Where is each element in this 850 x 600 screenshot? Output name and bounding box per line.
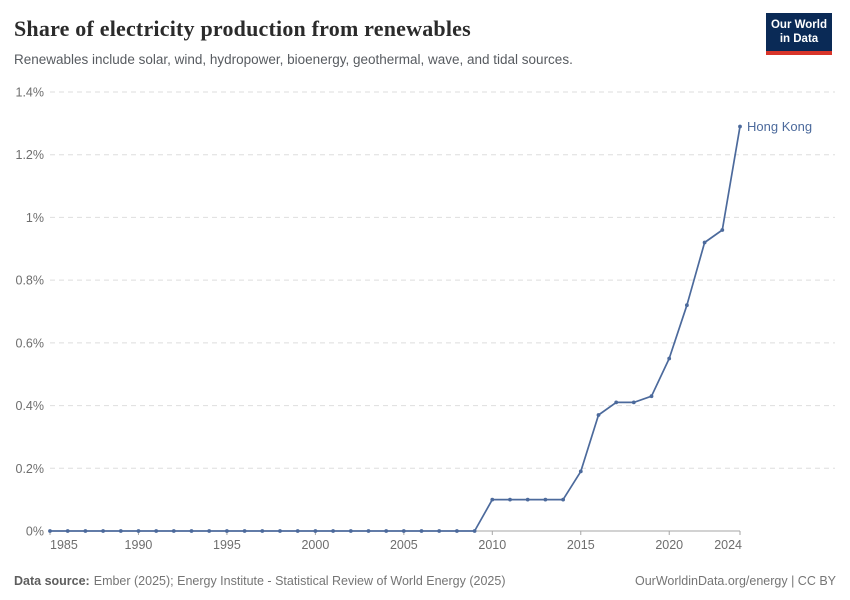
x-tick-label: 2000 xyxy=(301,538,329,552)
data-point[interactable] xyxy=(738,124,742,129)
series-end-label[interactable]: Hong Kong xyxy=(747,119,812,134)
data-point[interactable] xyxy=(401,529,406,533)
line-chart[interactable]: 0% 0.2% 0.4% 0.6% 0.8% 1% 1.2% 1.4% 1985 1990 1995… xyxy=(0,85,850,560)
owid-footer-link[interactable]: OurWorldinData.org/energy | CC BY xyxy=(634,574,836,588)
x-tick-label: 2020 xyxy=(655,538,683,552)
x-tick-label: 2010 xyxy=(478,538,506,552)
data-point[interactable] xyxy=(313,529,318,533)
owid-logo-line2: in Data xyxy=(779,33,819,46)
data-point[interactable] xyxy=(101,529,105,533)
data-point[interactable] xyxy=(366,529,371,533)
y-tick-label: 1% xyxy=(26,211,44,225)
data-point[interactable] xyxy=(207,529,212,533)
data-point[interactable] xyxy=(472,529,477,533)
data-point[interactable] xyxy=(154,529,159,533)
y-tick-label: 1.4% xyxy=(16,86,45,100)
data-point[interactable] xyxy=(508,497,512,502)
data-point[interactable] xyxy=(348,529,353,533)
data-point[interactable] xyxy=(118,529,123,533)
x-tick-label: 2024 xyxy=(714,538,742,552)
data-point[interactable] xyxy=(171,529,176,533)
data-point[interactable] xyxy=(225,529,229,533)
data-point[interactable] xyxy=(525,497,530,502)
data-point[interactable] xyxy=(295,529,300,533)
data-point[interactable] xyxy=(685,303,689,308)
data-point[interactable] xyxy=(596,413,601,417)
x-tick-label: 1990 xyxy=(125,538,153,552)
y-tick-label: 0.4% xyxy=(16,399,45,413)
y-tick-label: 1.2% xyxy=(16,148,45,162)
y-tick-label: 0.2% xyxy=(16,462,45,476)
data-point[interactable] xyxy=(490,497,495,502)
data-point[interactable] xyxy=(702,240,707,245)
owid-logo-line1: Our World xyxy=(770,19,827,31)
data-point[interactable] xyxy=(136,529,141,533)
data-source-text: Ember (2025); Energy Institute - Statist… xyxy=(93,574,506,588)
y-tick-label: 0.8% xyxy=(16,274,45,288)
owid-logo[interactable]: Our World in Data xyxy=(766,13,832,55)
data-source: Data source: Ember (2025); Energy Institu… xyxy=(14,574,505,588)
data-point[interactable] xyxy=(455,529,459,533)
data-point[interactable] xyxy=(48,529,52,533)
chart-subtitle: Renewables include solar, wind, hydropow… xyxy=(14,52,573,67)
data-point[interactable] xyxy=(614,400,619,405)
series-line[interactable] xyxy=(49,125,741,532)
page-title: Share of electricity production from ren… xyxy=(14,16,471,41)
data-point[interactable] xyxy=(83,529,88,533)
data-point[interactable] xyxy=(667,356,672,361)
data-point[interactable] xyxy=(419,529,424,533)
x-tick-label: 2005 xyxy=(390,538,418,552)
data-point[interactable] xyxy=(720,228,725,232)
y-tick-label: 0% xyxy=(26,525,44,539)
data-point[interactable] xyxy=(543,497,548,502)
data-point[interactable] xyxy=(561,497,565,502)
data-point[interactable] xyxy=(278,529,282,533)
data-point[interactable] xyxy=(242,529,247,533)
data-point[interactable] xyxy=(437,529,442,533)
data-point[interactable] xyxy=(384,529,389,533)
x-tick-label: 2015 xyxy=(567,538,595,552)
chart-footer: Data source: Ember (2025); Energy Institu… xyxy=(14,574,836,588)
data-source-label: Data source: xyxy=(14,574,90,588)
data-point[interactable] xyxy=(331,529,335,533)
data-point[interactable] xyxy=(65,529,70,533)
data-point[interactable] xyxy=(578,469,583,474)
data-point[interactable] xyxy=(649,394,654,399)
x-tick-label: 1985 xyxy=(50,538,78,552)
x-tick-label: 1995 xyxy=(213,538,241,552)
y-tick-label: 0.6% xyxy=(16,336,45,350)
data-point[interactable] xyxy=(631,400,636,405)
data-point[interactable] xyxy=(189,529,194,533)
data-point[interactable] xyxy=(260,529,265,533)
